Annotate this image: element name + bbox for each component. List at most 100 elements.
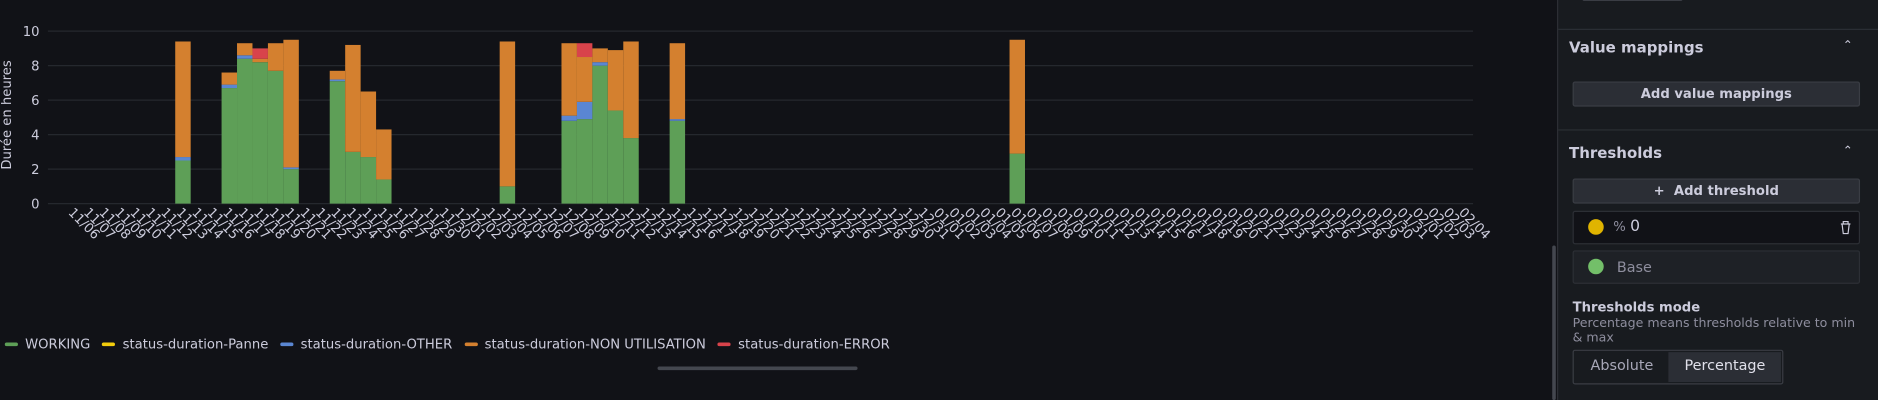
y-tick-label: 6	[31, 94, 39, 109]
separator	[1558, 28, 1878, 30]
legend-swatch	[280, 342, 294, 347]
collapse-icon[interactable]: ⌃	[1842, 39, 1853, 53]
bar-segment	[252, 62, 268, 204]
base-label: Base	[1616, 258, 1652, 276]
bar-segment	[360, 157, 377, 204]
legend: WORKING status-duration-Panne status-durat…	[4, 336, 890, 353]
bar-segment	[561, 120, 577, 204]
bar-segment	[237, 55, 253, 59]
collapse-icon[interactable]: ⌃	[1842, 144, 1853, 159]
chart: Durée en heures 024681011/0611/0711/0811…	[0, 25, 1493, 243]
color-swatch[interactable]	[1588, 219, 1604, 235]
bar-segment	[499, 41, 516, 187]
bar-segment	[252, 58, 268, 63]
bar-segment	[607, 50, 624, 111]
add-value-mappings-button[interactable]: Add value mappings	[1572, 81, 1861, 107]
bar-segment	[329, 70, 346, 80]
bar-segment	[175, 41, 191, 158]
bar-segment	[376, 129, 392, 180]
bar-segment	[283, 167, 299, 170]
base-row: Base	[1572, 250, 1861, 284]
bar-segment	[329, 81, 346, 204]
bar-segment	[267, 43, 284, 71]
legend-swatch	[717, 342, 731, 347]
legend-item[interactable]: status-duration-NON UTILISATION	[464, 336, 706, 353]
options-panel: Value mappings ⌃ Add value mappings Thre…	[1557, 0, 1878, 400]
bar-segment	[607, 110, 624, 204]
bar-segment	[237, 43, 253, 56]
button-edge[interactable]	[1582, 0, 1683, 2]
legend-swatch	[102, 342, 116, 347]
threshold-row: % 0	[1572, 210, 1861, 245]
bar-segment	[592, 48, 608, 63]
bar-segment	[283, 169, 299, 204]
legend-label: status-duration-OTHER	[300, 336, 453, 353]
radio-option[interactable]: Absolute	[1590, 356, 1654, 374]
bar-segment	[576, 57, 593, 102]
plus-icon: +	[1653, 183, 1674, 199]
trash-icon[interactable]	[1840, 220, 1852, 235]
y-tick-label: 4	[31, 128, 39, 143]
bar-segment	[252, 48, 268, 59]
y-axis-label: Durée en heures	[0, 60, 15, 170]
mode-title: Thresholds mode	[1572, 299, 1701, 315]
bar-segment	[267, 70, 284, 204]
bar-segment	[376, 179, 392, 204]
bar-segment	[576, 119, 593, 204]
bar-segment	[623, 138, 639, 204]
y-tick-label: 10	[23, 25, 40, 40]
y-tick-label: 0	[31, 197, 39, 212]
v-scrollbar[interactable]	[1552, 245, 1556, 400]
bar-segment	[592, 65, 608, 204]
button-label: Add threshold	[1673, 183, 1779, 199]
bar-segment	[669, 120, 686, 204]
bar-segment	[237, 58, 253, 204]
legend-item[interactable]: status-duration-ERROR	[717, 336, 890, 353]
bar-segment	[561, 43, 577, 116]
bar-segment	[175, 157, 191, 161]
bar-segment	[329, 79, 346, 82]
bar-segment	[561, 115, 577, 121]
unit: %	[1613, 219, 1626, 235]
threshold-input[interactable]: 0	[1630, 217, 1640, 236]
bar-segment	[669, 43, 686, 120]
add-threshold-button[interactable]: + Add threshold	[1572, 178, 1861, 204]
bar-segment	[592, 62, 608, 66]
legend-item[interactable]: status-duration-Panne	[102, 336, 269, 353]
bar-segment	[576, 101, 593, 120]
bar-segment	[360, 91, 377, 158]
bar-segment	[283, 39, 299, 168]
legend-label: status-duration-Panne	[122, 336, 269, 353]
bar-segment	[221, 72, 238, 85]
radio-option-selected[interactable]: Percentage	[1668, 352, 1781, 383]
bar-segment	[499, 186, 516, 204]
section-title[interactable]: Value mappings	[1568, 38, 1704, 57]
bar-segment	[345, 151, 361, 204]
color-swatch[interactable]	[1588, 258, 1604, 275]
y-tick-label: 2	[31, 163, 39, 178]
legend-label: status-duration-ERROR	[738, 336, 890, 353]
legend-swatch	[4, 342, 18, 347]
bar-segment	[623, 41, 639, 139]
bar-segment	[175, 160, 191, 204]
separator	[1558, 129, 1878, 131]
bar-segment	[221, 88, 238, 204]
bar-segment	[345, 44, 361, 152]
bar-segment	[221, 84, 238, 89]
section-title[interactable]: Thresholds	[1568, 143, 1663, 162]
mode-description: Percentage means thresholds relative to …	[1572, 316, 1856, 345]
mode-radio: Absolute Percentage	[1572, 349, 1784, 385]
bar-segment	[669, 119, 686, 121]
legend-label: status-duration-NON UTILISATION	[484, 336, 706, 353]
legend-item[interactable]: WORKING	[4, 336, 91, 353]
h-scrollbar[interactable]	[657, 366, 858, 371]
bar-segment	[1009, 39, 1025, 154]
bar-segment	[1009, 153, 1025, 204]
legend-swatch	[464, 342, 478, 347]
legend-item[interactable]: status-duration-OTHER	[280, 336, 453, 353]
bar-segment	[576, 43, 593, 58]
y-tick-label: 8	[31, 59, 39, 74]
legend-label: WORKING	[25, 336, 91, 353]
